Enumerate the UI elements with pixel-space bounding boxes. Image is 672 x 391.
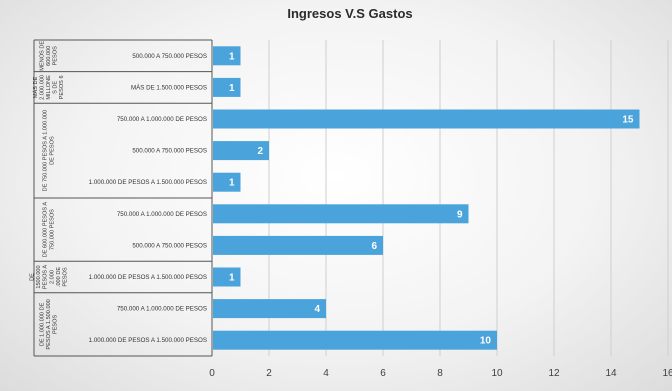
category-label: 1.000.000 DE PESOS A 1.500.000 PESOS	[89, 179, 207, 186]
x-tick-label: 2	[266, 368, 272, 379]
x-tick-label: 10	[491, 368, 503, 379]
category-label: 750.000 A 1.000.000 DE PESOS	[117, 211, 207, 218]
category-label: 750.000 A 1.000.000 DE PESOS	[117, 116, 207, 123]
data-label: 1	[229, 178, 235, 189]
group-label: MÁS DE2.000.000MILLONES DEPESOS 6	[32, 75, 65, 100]
x-tick-label: 6	[380, 368, 386, 379]
group-label: DE 1.000.000 DEPESOS A 1.500.000PESOS	[39, 299, 58, 349]
x-tick-label: 4	[323, 368, 329, 379]
category-label: 500.000 A 750.000 PESOS	[132, 242, 207, 249]
x-tick-label: 0	[209, 368, 215, 379]
category-label: 750.000 A 1.000.000 DE PESOS	[117, 306, 207, 313]
category-label: MÁS DE 1.500.000 PESOS	[131, 84, 207, 91]
bar	[213, 77, 241, 97]
x-tick-label: 16	[662, 368, 672, 379]
data-label: 1	[229, 273, 235, 284]
bar	[213, 109, 640, 129]
group-label: DE 750.000 PESOS A 1.000.000DE PESOS	[43, 110, 56, 191]
bar	[213, 330, 497, 350]
group-label: DE1500.000PESOS A2.000.000 DEPESOS	[30, 265, 69, 290]
bar	[213, 235, 383, 255]
x-tick-label: 8	[437, 368, 443, 379]
chart-title: Ingresos V.S Gastos	[287, 6, 412, 21]
category-axis: 500.000 A 750.000 PESOS MENOS DE600.000PE…	[30, 39, 213, 357]
x-axis-ticks: 0 2 4 6 8 10 12 14 16	[209, 368, 672, 379]
data-label: 1	[229, 83, 235, 94]
group-label: MENOS DE600.000PESOS	[39, 41, 58, 71]
gridlines	[211, 40, 669, 356]
x-tick-label: 12	[548, 368, 560, 379]
bar	[213, 141, 269, 161]
category-label: 500.000 A 750.000 PESOS	[132, 53, 207, 60]
category-label: 1.000.000 DE PESOS A 1.500.000 PESOS	[89, 274, 207, 281]
bar	[213, 172, 241, 192]
bar	[213, 46, 241, 66]
data-label: 4	[314, 304, 320, 315]
data-label: 2	[257, 146, 263, 157]
data-label: 10	[480, 336, 492, 347]
data-label: 9	[457, 209, 463, 220]
data-label: 1	[229, 51, 235, 62]
x-tick-label: 14	[605, 368, 617, 379]
bars: 1 1 15 2 1 9 6 1 4 10	[213, 46, 640, 350]
group-label: DE 600.000 PESOS A750.000 PESOS	[43, 202, 56, 258]
data-label: 15	[622, 115, 634, 126]
category-label: 500.000 A 750.000 PESOS	[132, 148, 207, 155]
category-label: 1.000.000 DE PESOS A 1.500.000 PESOS	[89, 337, 207, 344]
bar	[213, 267, 241, 287]
bar	[213, 204, 469, 224]
data-label: 6	[371, 241, 377, 252]
bar	[213, 299, 326, 319]
